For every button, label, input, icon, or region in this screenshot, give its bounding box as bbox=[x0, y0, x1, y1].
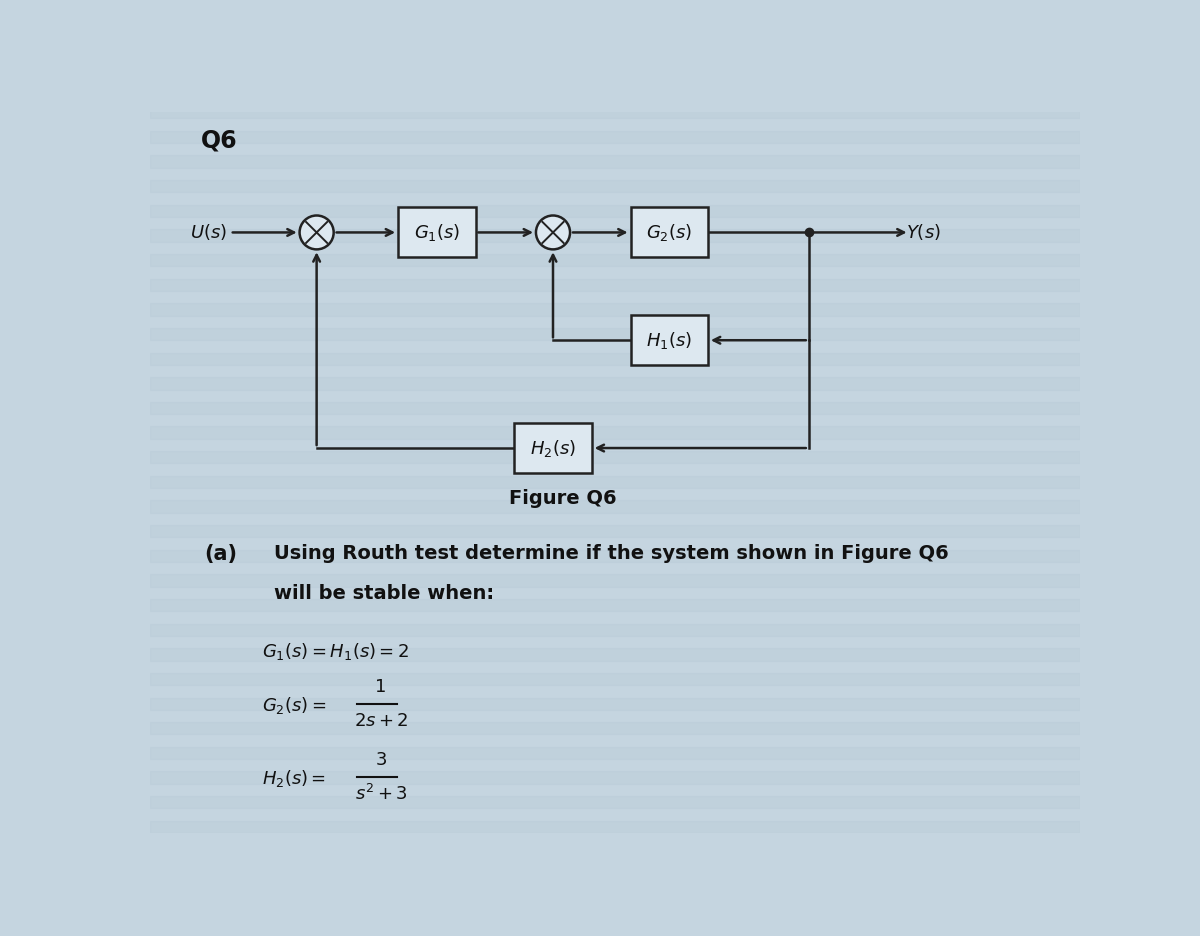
Text: 1: 1 bbox=[376, 678, 386, 695]
Bar bbox=[150, 451, 1080, 463]
Text: Q6: Q6 bbox=[200, 128, 238, 153]
Circle shape bbox=[536, 215, 570, 249]
Text: Using Routh test determine if the system shown in Figure Q6: Using Routh test determine if the system… bbox=[274, 545, 949, 563]
Text: $U(s)$: $U(s)$ bbox=[191, 223, 228, 242]
Bar bbox=[150, 475, 1080, 488]
Text: $s^2+3$: $s^2+3$ bbox=[354, 783, 407, 804]
Bar bbox=[150, 623, 1080, 636]
Text: Figure Q6: Figure Q6 bbox=[509, 489, 617, 507]
Text: $H_2(s) =$: $H_2(s) =$ bbox=[263, 768, 326, 789]
Bar bbox=[150, 155, 1080, 168]
Bar bbox=[150, 723, 1080, 735]
Text: $H_2(s)$: $H_2(s)$ bbox=[530, 437, 576, 459]
Bar bbox=[150, 229, 1080, 241]
Bar bbox=[150, 649, 1080, 661]
Bar bbox=[150, 427, 1080, 439]
Text: will be stable when:: will be stable when: bbox=[274, 584, 494, 604]
Bar bbox=[150, 747, 1080, 759]
Bar bbox=[150, 279, 1080, 291]
Bar bbox=[150, 205, 1080, 217]
Bar bbox=[150, 402, 1080, 414]
Bar bbox=[150, 377, 1080, 389]
Bar bbox=[150, 254, 1080, 267]
Bar bbox=[150, 549, 1080, 562]
Bar bbox=[150, 303, 1080, 315]
Text: $H_1(s)$: $H_1(s)$ bbox=[647, 329, 692, 351]
Text: $2s+2$: $2s+2$ bbox=[354, 711, 408, 730]
Bar bbox=[150, 697, 1080, 709]
Bar bbox=[150, 131, 1080, 143]
Text: 3: 3 bbox=[376, 751, 386, 768]
Bar bbox=[630, 315, 708, 365]
Bar bbox=[150, 180, 1080, 193]
Text: $G_2(s)$: $G_2(s)$ bbox=[646, 222, 692, 243]
Bar bbox=[150, 328, 1080, 341]
Text: $G_2(s) =$: $G_2(s) =$ bbox=[263, 695, 326, 716]
Bar bbox=[150, 525, 1080, 537]
Bar bbox=[150, 599, 1080, 611]
Text: $G_1(s)$: $G_1(s)$ bbox=[414, 222, 460, 243]
Bar bbox=[150, 797, 1080, 809]
Bar bbox=[150, 575, 1080, 587]
Bar bbox=[630, 208, 708, 257]
Text: $Y(s)$: $Y(s)$ bbox=[906, 223, 941, 242]
Bar bbox=[150, 771, 1080, 783]
Text: $G_1(s) = H_1(s) = 2$: $G_1(s) = H_1(s) = 2$ bbox=[263, 640, 409, 662]
Bar bbox=[150, 821, 1080, 833]
Bar bbox=[150, 673, 1080, 685]
Bar bbox=[150, 106, 1080, 119]
Bar bbox=[150, 353, 1080, 365]
Circle shape bbox=[300, 215, 334, 249]
Text: (a): (a) bbox=[204, 545, 238, 564]
Bar bbox=[398, 208, 475, 257]
Bar bbox=[515, 423, 592, 473]
Bar bbox=[150, 501, 1080, 513]
